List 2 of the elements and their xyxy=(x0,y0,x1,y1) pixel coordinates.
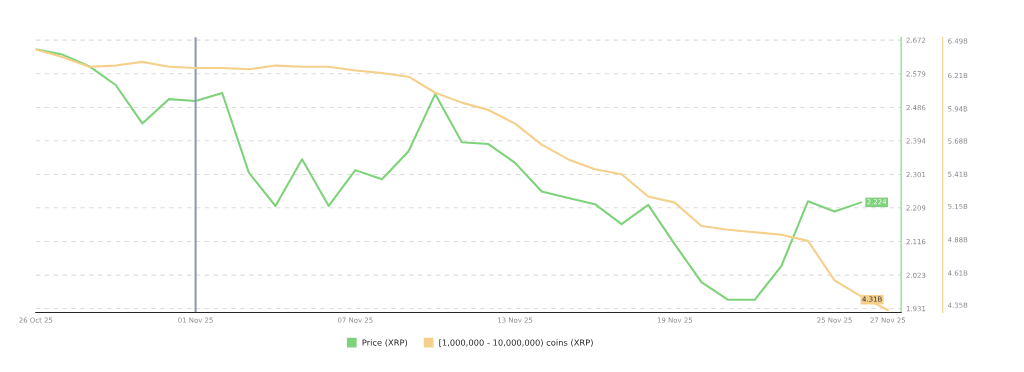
legend-label: Price (XRP) xyxy=(362,339,408,347)
legend-label: [1,000,000 - 10,000,000) coins (XRP) xyxy=(439,339,593,347)
